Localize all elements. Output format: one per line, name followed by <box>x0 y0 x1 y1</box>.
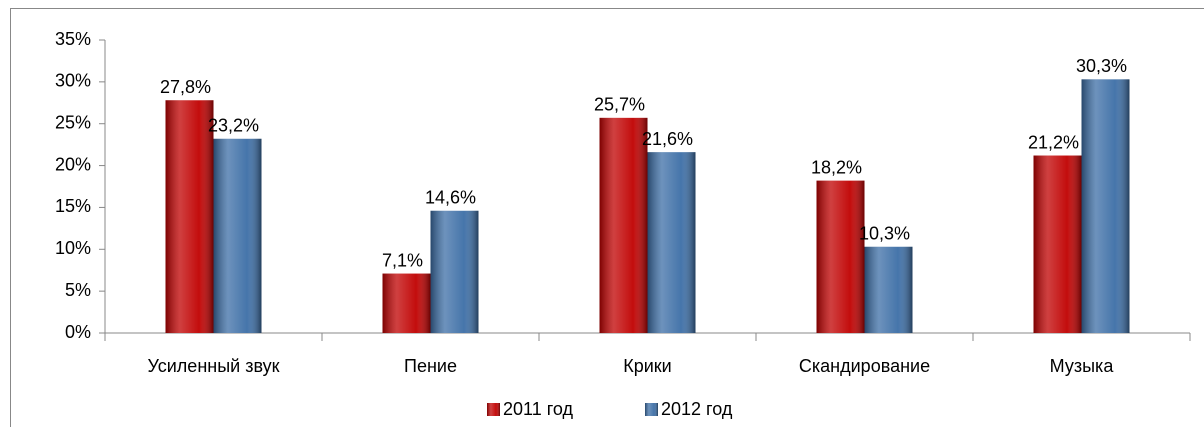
bar-shade <box>647 152 696 333</box>
legend-label: 2011 год <box>503 399 573 419</box>
data-label: 30,3% <box>1076 56 1127 76</box>
legend-swatch-shade <box>645 403 658 416</box>
legend-label: 2012 год <box>661 399 733 419</box>
bar-shade <box>1033 155 1082 333</box>
y-tick-label: 30% <box>55 71 91 91</box>
y-tick-label: 10% <box>55 238 91 258</box>
bar-shade <box>816 180 865 333</box>
x-tick-label: Скандирование <box>799 356 930 376</box>
data-label: 14,6% <box>425 188 476 208</box>
bar-shade <box>165 100 214 333</box>
data-label: 23,2% <box>208 116 259 136</box>
x-tick-label: Пение <box>404 356 457 376</box>
data-label: 27,8% <box>160 77 211 97</box>
legend-swatch-shade <box>487 403 500 416</box>
y-tick-label: 5% <box>65 280 91 300</box>
bar-shade <box>1081 79 1130 334</box>
bar-shade <box>430 210 479 333</box>
y-tick-label: 25% <box>55 112 91 132</box>
y-tick-label: 0% <box>65 322 91 342</box>
y-tick-label: 20% <box>55 154 91 174</box>
data-label: 18,2% <box>811 157 862 177</box>
y-tick-label: 35% <box>55 29 91 49</box>
data-label: 25,7% <box>594 95 645 115</box>
y-tick-label: 15% <box>55 196 91 216</box>
bar-shade <box>382 273 431 333</box>
data-label: 21,6% <box>642 129 693 149</box>
x-tick-label: Усиленный звук <box>148 356 280 376</box>
x-tick-label: Музыка <box>1050 356 1115 376</box>
chart-frame <box>10 8 1204 427</box>
bar-shade <box>599 117 648 334</box>
bar-shade <box>213 138 262 333</box>
bar-shade <box>864 246 913 333</box>
data-label: 10,3% <box>859 224 910 244</box>
x-tick-label: Крики <box>623 356 671 376</box>
data-label: 21,2% <box>1028 132 1079 152</box>
data-label: 7,1% <box>382 250 423 270</box>
